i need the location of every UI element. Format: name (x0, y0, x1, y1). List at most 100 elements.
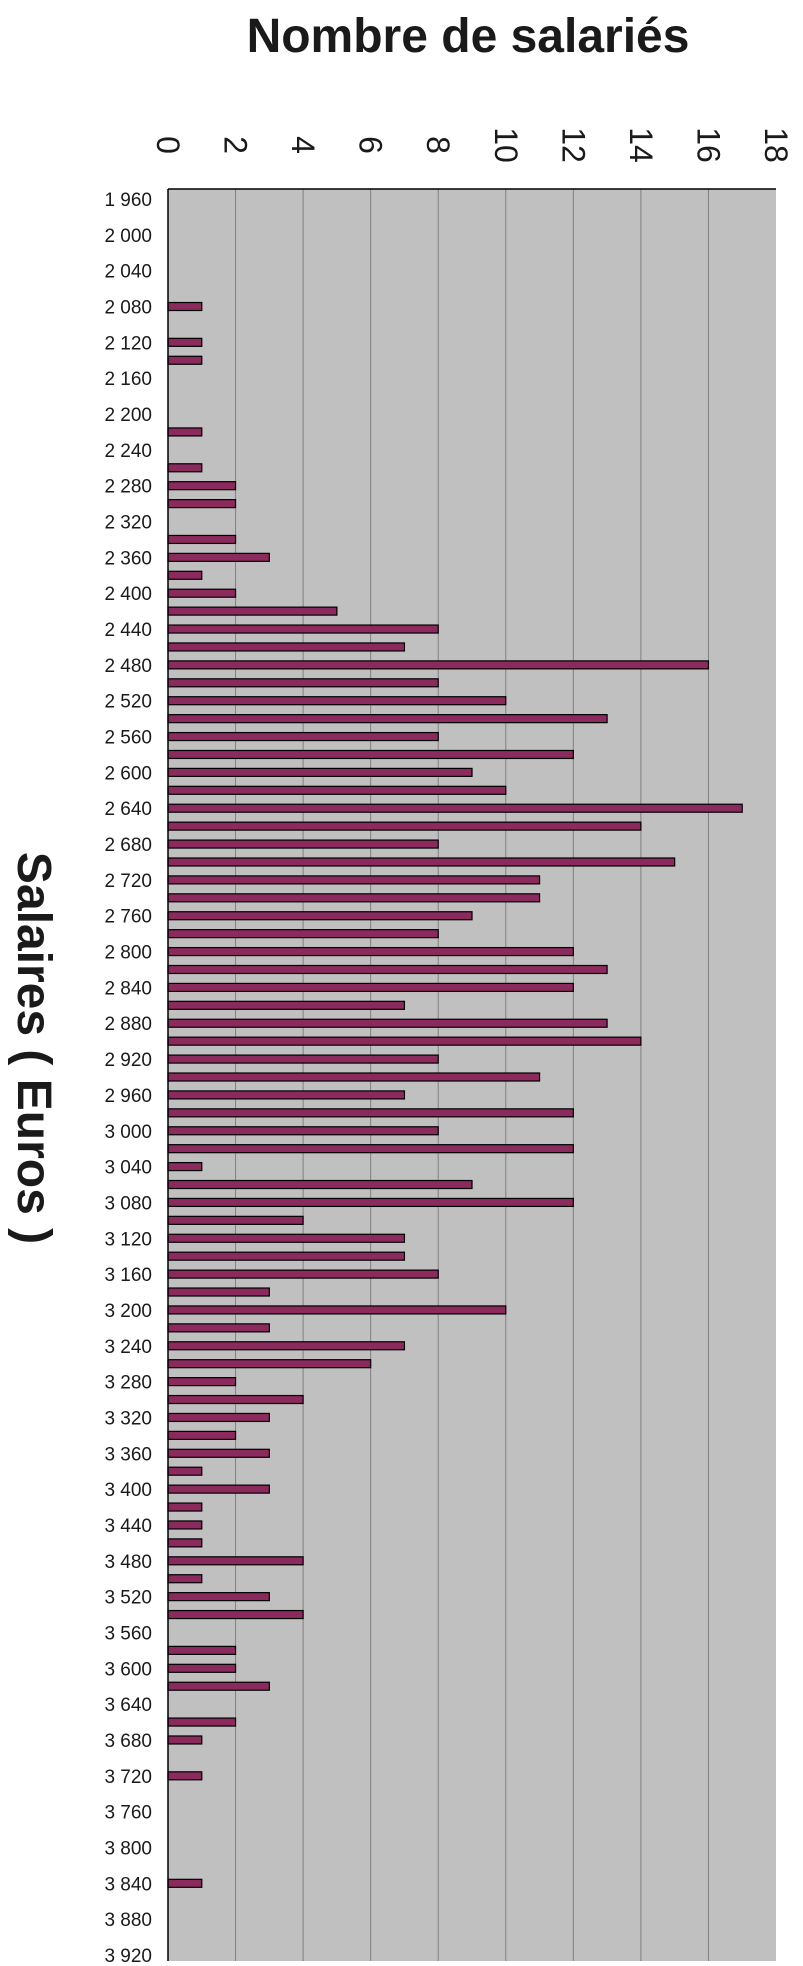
y-tick-label: 3 920 (104, 1946, 152, 1966)
y-tick-label: 1 960 (104, 190, 152, 211)
bar (167, 1054, 439, 1064)
y-tick-label: 2 800 (104, 943, 152, 964)
bar (167, 1323, 270, 1333)
y-tick-label: 3 000 (104, 1122, 152, 1143)
y-tick-label: 2 080 (104, 298, 152, 319)
bar (167, 857, 676, 867)
bar (167, 1645, 237, 1655)
bar (167, 1161, 203, 1172)
bar (167, 1592, 270, 1602)
y-axis-ticks: 1 960 2 000 2 040 2 080 2 120 2 160 2 200 2 240… (104, 190, 152, 1966)
y-tick-label: 3 480 (104, 1552, 152, 1573)
y-tick-label: 2 320 (104, 513, 152, 534)
y-tick-label: 3 560 (104, 1623, 152, 1644)
y-tick-label: 2 440 (104, 620, 152, 641)
y-tick-label: 2 840 (104, 978, 152, 999)
bar (167, 1448, 270, 1458)
bar (167, 1394, 304, 1405)
bar (167, 337, 203, 347)
y-tick-label: 3 040 (104, 1158, 152, 1179)
y-tick-label: 3 120 (104, 1229, 152, 1250)
bar (167, 1179, 473, 1190)
y-tick-label: 3 400 (104, 1480, 152, 1501)
bar (167, 1090, 406, 1100)
bar (167, 1663, 237, 1673)
x-tick-label: 12 (555, 127, 591, 163)
y-tick-label: 2 720 (104, 871, 152, 892)
bar (167, 570, 203, 580)
bar (167, 1556, 304, 1566)
y-tick-label: 2 520 (104, 692, 152, 713)
bar (167, 1233, 406, 1243)
bar (167, 1108, 574, 1118)
bar (167, 929, 439, 939)
bar (167, 1878, 203, 1888)
chart-title: Nombre de salariés (247, 10, 690, 63)
y-tick-label: 3 360 (104, 1444, 152, 1465)
bar (167, 660, 710, 670)
bar (167, 1287, 270, 1297)
bar (167, 1377, 237, 1387)
x-axis-ticks: 0 2 4 6 8 10 12 14 16 18 (150, 127, 794, 163)
bar (167, 803, 743, 813)
y-tick-label: 2 480 (104, 656, 152, 677)
y-tick-label: 3 320 (104, 1408, 152, 1429)
bar (167, 1215, 304, 1225)
bar (167, 1359, 372, 1369)
bar (167, 1430, 237, 1440)
bar (167, 552, 270, 562)
bar (167, 624, 439, 634)
x-tick-label: 16 (690, 127, 726, 163)
bar (167, 893, 541, 903)
y-tick-label: 3 720 (104, 1767, 152, 1788)
y-axis-label: Salaires ( Euros ) (7, 852, 60, 1244)
bar (167, 678, 439, 688)
bar (167, 427, 203, 437)
bar (167, 1609, 304, 1620)
y-tick-label: 3 440 (104, 1516, 152, 1537)
bar (167, 1574, 203, 1584)
bar (167, 301, 203, 312)
y-tick-label: 3 680 (104, 1731, 152, 1752)
bar (167, 946, 574, 957)
bar (167, 481, 237, 491)
bars (167, 301, 743, 1888)
bar (167, 1072, 541, 1082)
y-tick-label: 2 680 (104, 835, 152, 856)
y-tick-label: 3 160 (104, 1265, 152, 1286)
bar (167, 1520, 203, 1530)
bar (167, 1538, 203, 1548)
bar (167, 714, 608, 724)
y-tick-label: 2 760 (104, 907, 152, 928)
bar (167, 1771, 203, 1781)
y-tick-label: 2 960 (104, 1086, 152, 1107)
bar (167, 785, 507, 795)
bar (167, 1466, 203, 1476)
y-tick-label: 2 280 (104, 477, 152, 498)
bar (167, 1144, 574, 1154)
y-tick-label: 3 200 (104, 1301, 152, 1322)
y-tick-label: 2 160 (104, 369, 152, 390)
y-tick-label: 2 360 (104, 548, 152, 569)
bar (167, 463, 203, 473)
bar (167, 1717, 237, 1727)
y-tick-label: 3 520 (104, 1588, 152, 1609)
y-tick-label: 3 080 (104, 1193, 152, 1214)
y-tick-label: 2 240 (104, 441, 152, 462)
y-tick-label: 2 200 (104, 405, 152, 426)
x-tick-label: 18 (758, 127, 794, 163)
y-tick-label: 2 400 (104, 584, 152, 605)
bar (167, 749, 574, 760)
bar (167, 731, 439, 742)
bar (167, 964, 608, 975)
bar (167, 588, 237, 598)
bar (167, 606, 338, 616)
y-tick-label: 2 040 (104, 262, 152, 283)
bar (167, 1018, 608, 1028)
x-tick-label: 4 (285, 136, 321, 154)
bar (167, 1735, 203, 1745)
bar (167, 911, 473, 921)
x-tick-label: 2 (218, 136, 254, 154)
bar (167, 1251, 406, 1261)
